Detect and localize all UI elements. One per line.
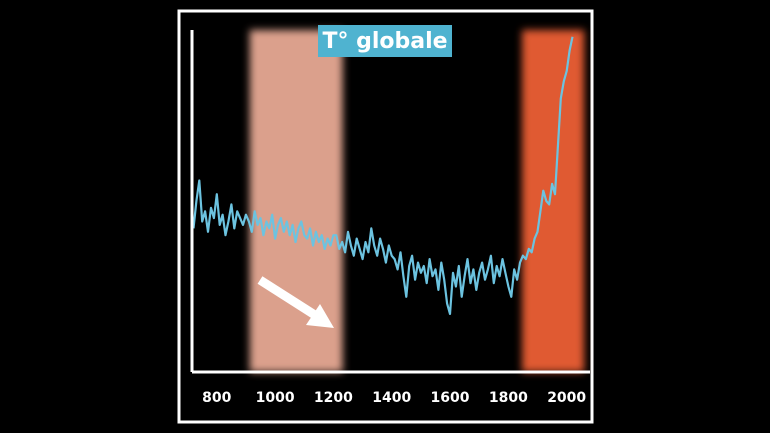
x-tick-label: 1400 <box>372 390 411 406</box>
arrow <box>257 276 334 328</box>
arrow-head <box>306 304 334 328</box>
title-box <box>318 25 452 57</box>
arrow-shaft <box>257 276 321 321</box>
x-tick-label: 800 <box>202 390 231 406</box>
frame <box>177 9 594 424</box>
bands <box>249 30 585 372</box>
band <box>522 30 585 372</box>
x-tick-label: 1800 <box>489 390 528 406</box>
x-tick-label: 2000 <box>547 390 586 406</box>
x-ticks: 800 1000 1200 1400 1600 1800 2000 <box>202 390 586 406</box>
x-tick-label: 1000 <box>256 390 295 406</box>
plot <box>192 36 574 315</box>
chart-title: T° globale <box>322 29 447 54</box>
temperature-line <box>192 36 574 315</box>
x-tick-label: 1200 <box>314 390 353 406</box>
band <box>249 30 343 372</box>
x-tick-label: 1600 <box>431 390 470 406</box>
